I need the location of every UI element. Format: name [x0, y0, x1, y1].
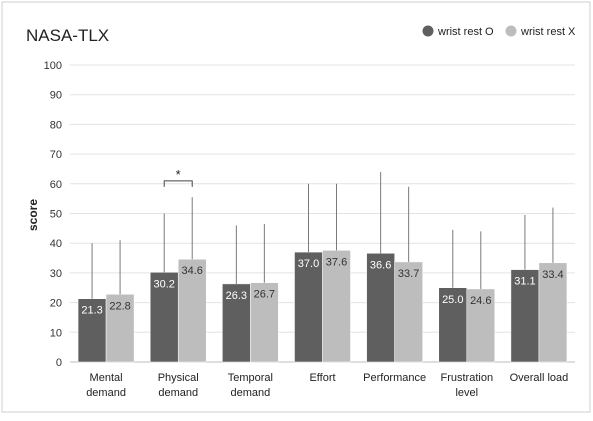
value-label: 21.3 [81, 305, 102, 317]
value-label: 37.6 [326, 256, 347, 268]
significance-marker: * [176, 167, 181, 182]
x-tick-labels: Mental demand Physical demand Temporal demand… [86, 372, 568, 399]
x-tick-label-line: Overall load [510, 372, 569, 384]
value-label: 26.7 [254, 289, 275, 301]
x-tick-label: Mental demand [86, 372, 126, 399]
bar [77, 298, 107, 363]
error-bars [91, 171, 554, 299]
y-tick-label: 0 [56, 357, 62, 369]
x-tick-label: Effort [309, 372, 335, 384]
bar [394, 261, 423, 363]
value-label: 22.8 [109, 300, 130, 312]
value-label: 37.0 [298, 258, 319, 270]
x-tick-label: Temporal demand [228, 372, 273, 399]
x-tick-label-line: Mental [90, 372, 123, 384]
y-tick-label: 90 [50, 90, 62, 102]
value-label: 34.6 [182, 265, 203, 277]
legend-swatch [422, 25, 434, 37]
x-tick-label: Frustration level [440, 372, 493, 399]
x-tick-label-line: Effort [309, 372, 335, 384]
y-tick-label: 40 [50, 238, 62, 250]
value-label: 33.7 [398, 268, 419, 280]
value-label: 33.4 [542, 269, 563, 281]
legend-label: wrist rest O [437, 26, 494, 38]
value-labels: 21.3 22.8 30.2 34.6 26.3 26.7 37.0 37.6 36.6 33.7… [81, 256, 563, 316]
bar [438, 287, 468, 363]
bar [105, 294, 135, 363]
bar [294, 251, 323, 363]
y-tick-label: 10 [50, 327, 62, 339]
legend-label: wrist rest X [520, 26, 576, 38]
x-tick-label-line: demand [230, 387, 270, 399]
chart-title: NASA-TLX [26, 26, 109, 45]
x-tick-label-line: Performance [363, 372, 426, 384]
x-tick-label: Physical demand [158, 372, 199, 399]
x-tick-label-line: Physical [158, 372, 199, 384]
bar [177, 258, 207, 363]
bar [222, 283, 251, 363]
bars [77, 250, 568, 363]
bar [250, 282, 279, 363]
y-tick-label: 20 [50, 298, 62, 310]
y-tick-label: 80 [50, 119, 62, 131]
value-label: 31.1 [514, 276, 535, 288]
x-tick-label: Performance [363, 372, 426, 384]
y-axis-label: score [26, 199, 40, 231]
x-tick-label-line: Frustration [440, 372, 493, 384]
bar [322, 250, 351, 363]
bar [510, 269, 540, 363]
value-label: 26.3 [226, 290, 247, 302]
significance-annotations: * [163, 167, 193, 187]
value-label: 36.6 [370, 259, 391, 271]
x-tick-label-line: level [455, 387, 478, 399]
y-tick-label: 100 [44, 60, 62, 72]
x-tick-label-line: Temporal [228, 372, 273, 384]
legend: wrist rest O wrist rest X [422, 25, 576, 38]
value-label: 25.0 [442, 294, 463, 306]
value-label: 24.6 [470, 295, 491, 307]
bar [366, 253, 395, 363]
y-tick-label: 30 [50, 268, 62, 280]
y-tick-labels: 0 10 20 30 40 50 60 70 80 90 100 [44, 60, 62, 369]
y-tick-label: 50 [50, 209, 62, 221]
legend-swatch [505, 25, 517, 37]
y-tick-label: 70 [50, 149, 62, 161]
x-tick-label-line: demand [86, 387, 126, 399]
x-tick-label: Overall load [510, 372, 569, 384]
x-tick-label-line: demand [158, 387, 198, 399]
y-tick-label: 60 [50, 179, 62, 191]
significance-bracket [163, 180, 193, 187]
bar [538, 262, 568, 363]
bar [466, 288, 496, 363]
value-label: 30.2 [154, 278, 175, 290]
